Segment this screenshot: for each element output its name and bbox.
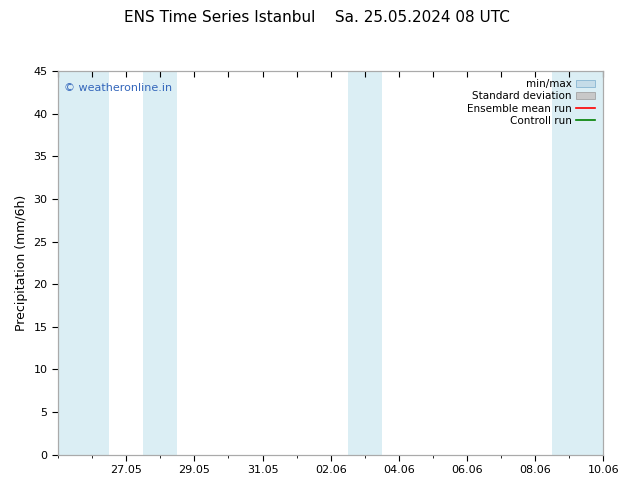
Legend: min/max, Standard deviation, Ensemble mean run, Controll run: min/max, Standard deviation, Ensemble me… [464,76,598,129]
Text: ENS Time Series Istanbul    Sa. 25.05.2024 08 UTC: ENS Time Series Istanbul Sa. 25.05.2024 … [124,10,510,25]
Bar [347,71,365,455]
Bar [552,71,603,455]
Bar [58,71,109,455]
Bar [365,71,382,455]
Y-axis label: Precipitation (mm/6h): Precipitation (mm/6h) [15,195,28,331]
Bar [143,71,178,455]
Text: © weatheronline.in: © weatheronline.in [63,82,172,93]
